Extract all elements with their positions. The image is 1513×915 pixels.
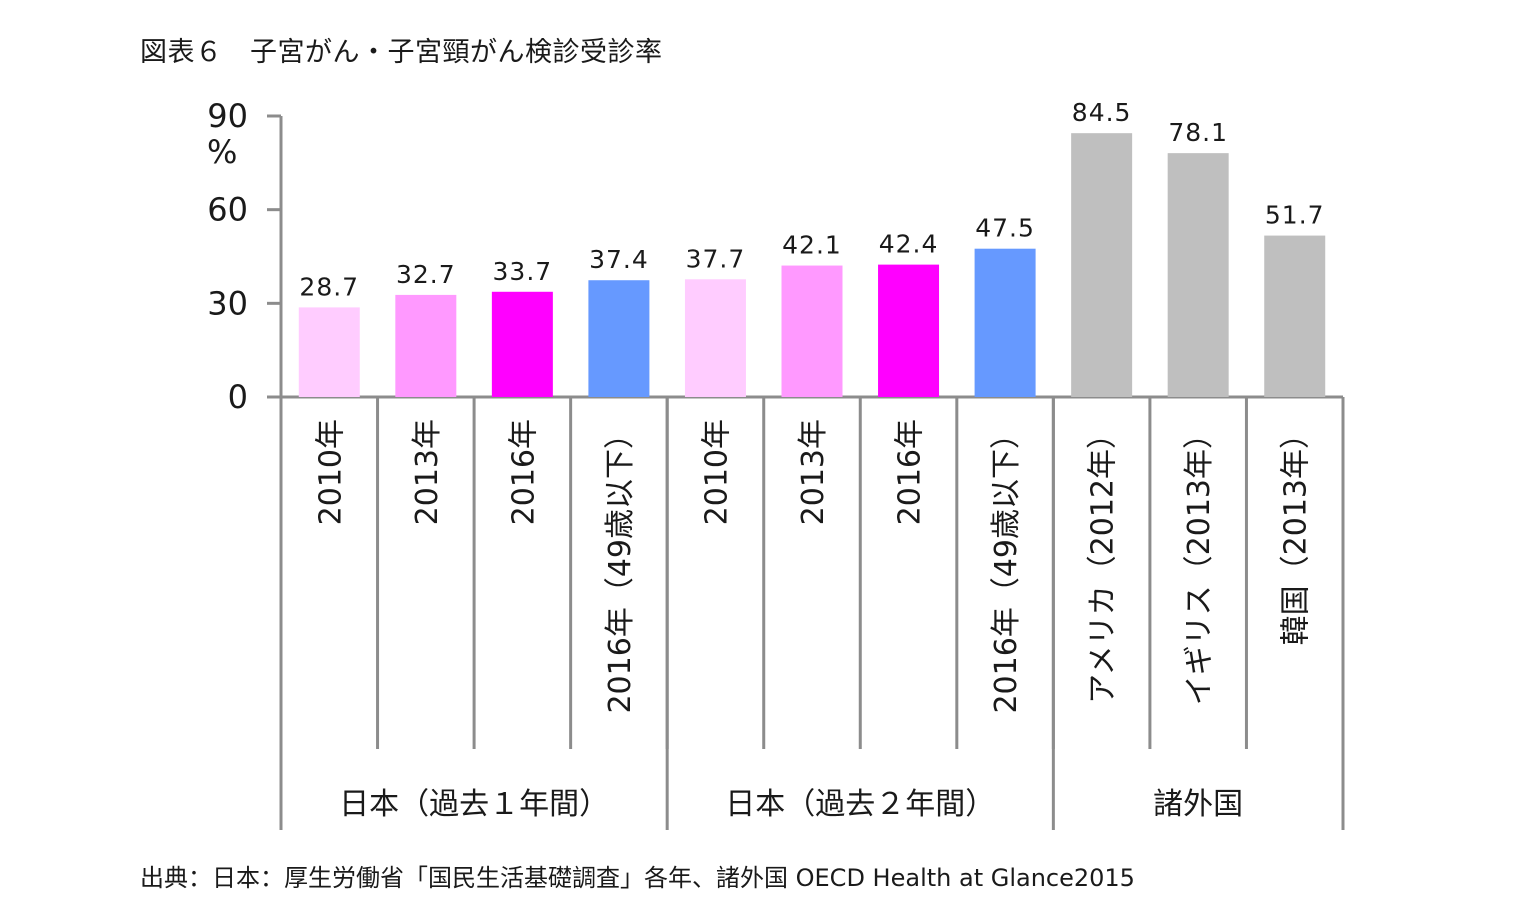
data-label: 32.7 [396, 260, 456, 289]
y-unit-label: % [207, 133, 237, 171]
labels: 0 30 60 90% 28.7 2010年 32.7 2013年 33.7 2016年 37.4 2… [207, 97, 1325, 822]
bar [1071, 133, 1133, 397]
group-label: 諸外国 [1153, 787, 1243, 822]
chart-title: 図表６ 子宮がん・子宮頸がん検診受診率 [140, 37, 663, 68]
bar [491, 291, 553, 397]
bar [588, 280, 650, 397]
category-label: イギリス（2013年） [1182, 419, 1217, 705]
category-label: 韓国（2013年） [1279, 419, 1314, 645]
y-tick-label: 90 [207, 97, 248, 135]
bar [1167, 153, 1229, 397]
bars [298, 133, 1326, 397]
bar [395, 294, 457, 397]
bar [878, 264, 940, 397]
category-label: 2013年 [410, 419, 445, 525]
data-label: 78.1 [1168, 118, 1228, 147]
bar [1264, 235, 1326, 397]
y-tick-label: 60 [207, 191, 248, 229]
data-label: 51.7 [1265, 201, 1325, 230]
data-label: 33.7 [493, 257, 553, 286]
data-label: 42.1 [782, 231, 842, 260]
y-tick-label: 0 [228, 378, 248, 416]
data-label: 37.7 [686, 244, 746, 273]
bar [298, 307, 360, 397]
group-label: 日本（過去１年間） [339, 787, 609, 822]
data-label: 28.7 [299, 272, 359, 301]
category-label: 2010年 [313, 419, 348, 525]
category-label: 2016年 [506, 419, 541, 525]
data-label: 42.4 [879, 230, 939, 259]
data-label: 47.5 [975, 214, 1035, 243]
bar [974, 248, 1036, 397]
category-label: 2016年（49歳以下） [603, 419, 638, 714]
y-tick-label: 30 [207, 284, 248, 322]
group-label: 日本（過去２年間） [725, 787, 995, 822]
bar [781, 265, 843, 397]
source-note: 出典：日本：厚生労働省「国民生活基礎調査」各年、諸外国 OECD Health … [140, 864, 1135, 892]
category-label: 2016年（49歳以下） [989, 419, 1024, 714]
category-label: アメリカ（2012年） [1086, 419, 1121, 704]
category-label: 2010年 [699, 419, 734, 525]
data-label: 84.5 [1072, 98, 1132, 127]
category-label: 2016年 [893, 419, 928, 525]
category-label: 2013年 [796, 419, 831, 525]
data-label: 37.4 [589, 245, 649, 274]
bar [684, 279, 746, 397]
